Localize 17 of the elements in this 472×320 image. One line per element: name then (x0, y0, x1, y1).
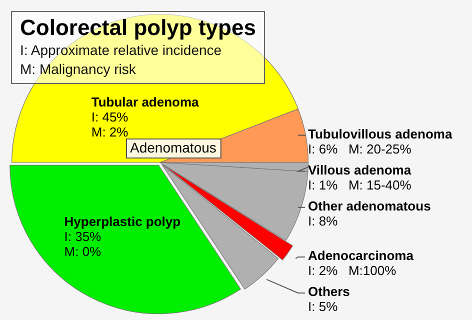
slice-label: Hyperplastic polyp (64, 214, 181, 229)
slice-label: Other adenomatous (308, 198, 431, 214)
slice-label: Tubulovillous adenoma (308, 126, 453, 142)
data-label: I: 45% M: 2% (91, 109, 129, 140)
data-label: I: 8% (308, 214, 338, 229)
slice-label: Villous adenoma (308, 162, 412, 178)
data-label: I: 35% M: 0% (64, 228, 102, 259)
text: I: Approximate relative incidence M: Malignancy risk (20, 41, 223, 79)
data-label: I: 1% M: 15-40% (308, 177, 412, 192)
data-label: I: 5% (308, 299, 338, 314)
data-label: I: 2% M:100% (308, 263, 397, 278)
slice-label: Others (308, 284, 350, 300)
data-label: I: 6% M: 20-25% (308, 141, 412, 156)
text: Adenomatous (130, 139, 216, 156)
slice-label: Adenocarcinoma (308, 248, 414, 264)
slice-label: Tubular adenoma (91, 94, 200, 110)
chart-title: Colorectal polyp types (20, 15, 256, 41)
